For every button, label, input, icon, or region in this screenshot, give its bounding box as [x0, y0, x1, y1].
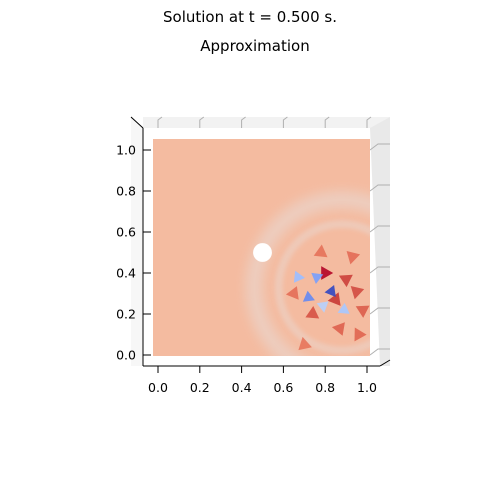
x-tick-label: 0.8 — [315, 380, 335, 395]
pane-gridlines — [157, 116, 390, 356]
figure-suptitle: Solution at t = 0.500 s. — [163, 8, 337, 26]
x-ticks: 0.0 0.2 0.4 0.6 0.8 1.0 — [148, 366, 377, 395]
pane-gridline — [157, 116, 163, 128]
pane-gridline — [366, 116, 372, 128]
cold-spot — [302, 290, 315, 302]
x-tick-label: 0.4 — [232, 380, 252, 395]
pane-gridline — [369, 184, 390, 192]
corner-axis-line — [130, 116, 144, 129]
y-tick-label: 0.6 — [116, 225, 136, 240]
cold-spot — [293, 270, 305, 283]
hot-spot — [338, 274, 353, 288]
left-pane — [131, 117, 143, 366]
y-tick-label: 0.0 — [116, 348, 136, 363]
corner-axis-line-right — [379, 359, 391, 367]
cold-spot — [324, 285, 336, 297]
y-tick-label: 0.2 — [116, 307, 136, 322]
right-pane — [370, 117, 390, 366]
pane-gridline — [282, 116, 288, 128]
cold-spot — [316, 301, 329, 313]
pane-gridline — [369, 348, 390, 356]
pane-gridline — [241, 116, 246, 128]
x-tick-label: 0.0 — [148, 380, 168, 395]
hot-spot — [298, 336, 312, 351]
hot-spot — [346, 251, 361, 265]
cold-spot — [311, 272, 324, 284]
y-tick-label: 0.8 — [116, 184, 136, 199]
x-tick-label: 0.6 — [273, 380, 293, 395]
y-ticks: 0.0 0.2 0.4 0.6 0.8 1.0 — [116, 143, 151, 363]
hot-spot — [305, 306, 320, 319]
surface-spots — [285, 244, 370, 351]
axes-title: Approximation — [200, 37, 310, 55]
pane-gridline — [199, 116, 205, 128]
cold-spot — [337, 302, 350, 314]
pane-gridline — [369, 307, 390, 315]
hot-spot — [321, 266, 334, 280]
hot-spot — [313, 244, 328, 258]
axis-panes — [130, 116, 391, 367]
wave-front-inner — [274, 220, 370, 355]
hot-spot — [331, 322, 345, 336]
wave-front — [246, 191, 370, 356]
pane-gridline — [324, 116, 330, 128]
obstacle-hole — [253, 243, 272, 262]
hot-spot — [285, 286, 299, 300]
hot-spot — [354, 327, 367, 342]
x-tick-label: 1.0 — [357, 380, 377, 395]
hot-spot — [327, 292, 341, 306]
pane-gridline — [369, 225, 390, 233]
pane-gridline — [369, 143, 390, 151]
y-tick-label: 0.4 — [116, 266, 136, 281]
back-pane — [143, 117, 390, 128]
y-tick-label: 1.0 — [116, 143, 136, 158]
hot-spot — [350, 286, 365, 300]
x-tick-label: 0.2 — [190, 380, 210, 395]
hot-spot — [355, 305, 370, 318]
pane-gridline — [369, 266, 390, 274]
